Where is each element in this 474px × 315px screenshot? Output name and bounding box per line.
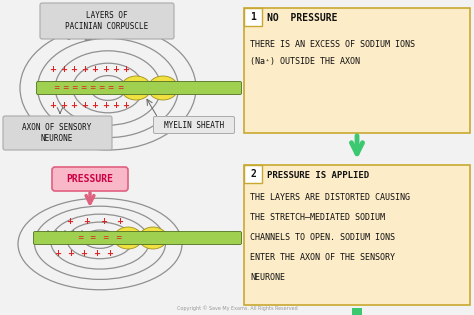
Text: +: + <box>112 66 119 75</box>
FancyBboxPatch shape <box>34 232 241 244</box>
Text: +: + <box>91 66 98 75</box>
Text: PRESSURE IS APPLIED: PRESSURE IS APPLIED <box>267 170 369 180</box>
Text: ENTER THE AXON OF THE SENSORY: ENTER THE AXON OF THE SENSORY <box>250 253 395 262</box>
Text: AXON OF SENSORY
NEURONE: AXON OF SENSORY NEURONE <box>22 123 91 143</box>
Text: +: + <box>67 249 74 259</box>
Text: +: + <box>101 101 109 111</box>
Ellipse shape <box>139 227 167 249</box>
Text: +: + <box>49 101 56 111</box>
Text: 2: 2 <box>250 169 256 179</box>
Text: +: + <box>55 249 62 259</box>
Text: +: + <box>66 217 73 226</box>
Text: +: + <box>101 66 109 75</box>
Text: =: = <box>62 83 68 93</box>
Text: +: + <box>81 249 88 259</box>
Text: +: + <box>60 101 67 111</box>
FancyBboxPatch shape <box>244 8 262 26</box>
Text: +: + <box>83 217 90 226</box>
Text: +: + <box>107 249 113 259</box>
Text: +: + <box>60 66 67 75</box>
Text: =: = <box>53 83 59 93</box>
FancyBboxPatch shape <box>3 116 112 150</box>
Text: +: + <box>122 101 129 111</box>
Text: LAYERS OF
PACINIAN CORPUSCLE: LAYERS OF PACINIAN CORPUSCLE <box>65 11 149 32</box>
Text: =: = <box>117 83 123 93</box>
FancyBboxPatch shape <box>40 3 174 39</box>
Text: =: = <box>80 83 87 93</box>
Text: +: + <box>81 66 88 75</box>
Text: =: = <box>90 233 96 243</box>
Text: THERE IS AN EXCESS OF SODIUM IONS: THERE IS AN EXCESS OF SODIUM IONS <box>250 40 415 49</box>
FancyBboxPatch shape <box>244 8 470 133</box>
Text: (Na⁺) OUTSIDE THE AXON: (Na⁺) OUTSIDE THE AXON <box>250 57 360 66</box>
Ellipse shape <box>114 227 142 249</box>
Text: +: + <box>117 217 124 226</box>
Text: +: + <box>91 101 98 111</box>
Text: 1: 1 <box>250 12 256 22</box>
FancyBboxPatch shape <box>52 167 128 191</box>
Text: THE STRETCH–MEDIATED SODIUM: THE STRETCH–MEDIATED SODIUM <box>250 213 385 222</box>
Text: +: + <box>112 101 119 111</box>
Text: =: = <box>71 83 77 93</box>
Ellipse shape <box>148 76 178 100</box>
Text: +: + <box>49 66 56 75</box>
Text: +: + <box>81 101 88 111</box>
Text: NEURONE: NEURONE <box>250 273 285 282</box>
Text: =: = <box>108 83 114 93</box>
Text: THE LAYERS ARE DISTORTED CAUSING: THE LAYERS ARE DISTORTED CAUSING <box>250 193 410 202</box>
Text: =: = <box>115 233 121 243</box>
Text: PRESSURE: PRESSURE <box>66 174 113 184</box>
Ellipse shape <box>121 76 151 100</box>
Text: +: + <box>100 217 107 226</box>
FancyBboxPatch shape <box>36 82 241 94</box>
FancyBboxPatch shape <box>154 117 235 134</box>
Text: +: + <box>70 66 77 75</box>
Text: +: + <box>122 66 129 75</box>
Text: MYELIN SHEATH: MYELIN SHEATH <box>164 121 224 129</box>
Text: =: = <box>102 233 109 243</box>
Bar <box>352 308 362 315</box>
FancyBboxPatch shape <box>244 165 470 305</box>
Text: NO  PRESSURE: NO PRESSURE <box>267 13 337 23</box>
Text: CHANNELS TO OPEN. SODIUM IONS: CHANNELS TO OPEN. SODIUM IONS <box>250 233 395 242</box>
Text: +: + <box>93 249 100 259</box>
FancyBboxPatch shape <box>244 165 262 183</box>
Text: Copyright © Save My Exams. All Rights Reserved: Copyright © Save My Exams. All Rights Re… <box>177 305 297 311</box>
Text: +: + <box>70 101 77 111</box>
Text: =: = <box>90 83 96 93</box>
Text: =: = <box>77 233 83 243</box>
Text: =: = <box>99 83 105 93</box>
